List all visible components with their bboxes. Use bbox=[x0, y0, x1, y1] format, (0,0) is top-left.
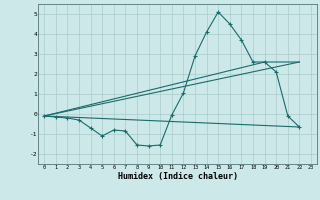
X-axis label: Humidex (Indice chaleur): Humidex (Indice chaleur) bbox=[118, 172, 238, 181]
